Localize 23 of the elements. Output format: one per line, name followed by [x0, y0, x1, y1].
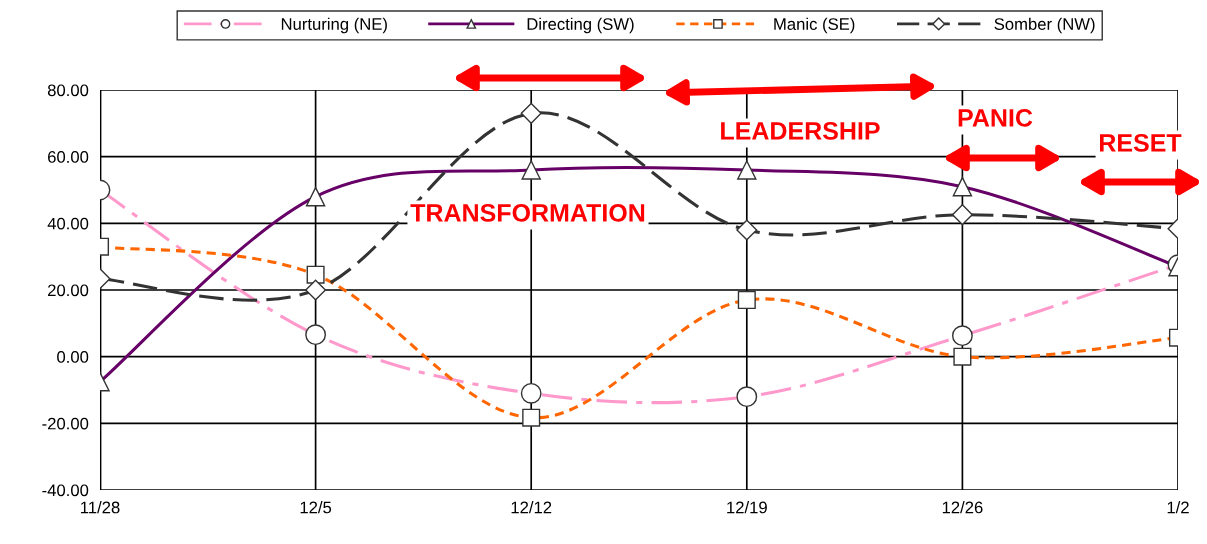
legend-label: Manic (SE) — [774, 17, 855, 34]
y-tick-label: -40.00 — [42, 484, 89, 497]
annotation: PANIC — [958, 109, 1033, 127]
legend-label: Somber (NW) — [994, 17, 1095, 34]
y-tick-label: 80.00 — [47, 84, 89, 97]
y-tick-label: 60.00 — [48, 151, 89, 163]
legend-label: Nurturing (NE) — [281, 17, 387, 34]
point — [736, 219, 758, 241]
point — [520, 102, 542, 124]
x-tick-label: 12/5 — [300, 501, 332, 514]
y-tick-label: 40.00 — [47, 217, 89, 230]
y-tick-label: -20.00 — [42, 417, 89, 430]
x-tick-label: 12/12 — [511, 501, 552, 514]
legend-label: Directing (SW) — [527, 17, 634, 34]
y-tick-label: 20.00 — [48, 284, 89, 297]
x-tick-label: 12/19 — [727, 501, 767, 514]
x-tick-label: 12/26 — [942, 501, 983, 514]
annotation: TRANSFORMATION — [410, 204, 645, 222]
annotation: RESET — [1100, 134, 1182, 152]
annotation: LEADERSHIP — [721, 122, 880, 140]
x-tick-label: 11/28 — [81, 501, 120, 514]
x-tick-label: 1/2 — [1167, 501, 1189, 514]
y-tick-label: 0.00 — [57, 351, 89, 363]
